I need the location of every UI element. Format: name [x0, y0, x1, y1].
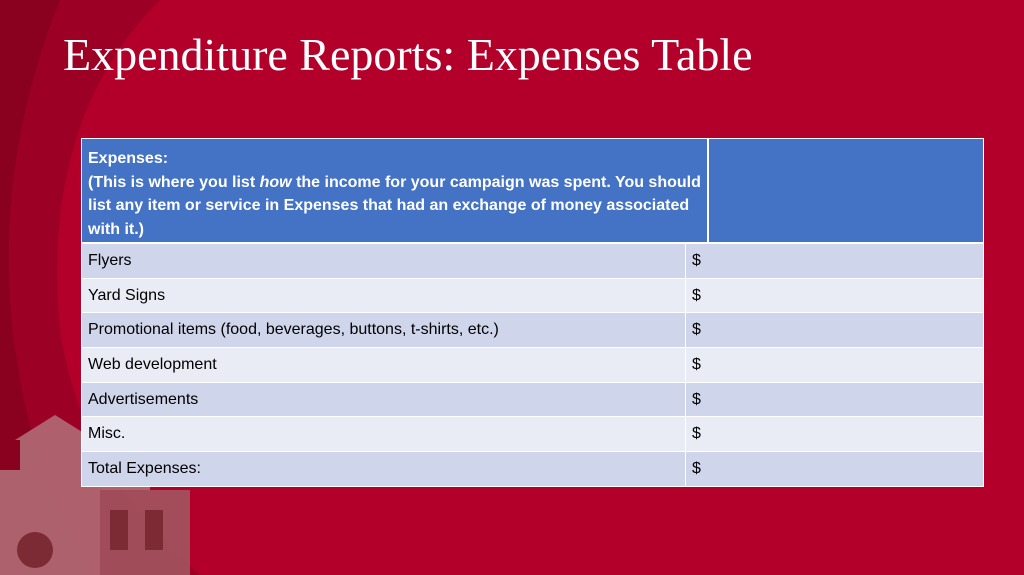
slide-title: Expenditure Reports: Expenses Table	[63, 29, 753, 80]
table-header: Expenses: (This is where you list how th…	[81, 138, 984, 243]
item-cell: Promotional items (food, beverages, butt…	[81, 312, 686, 349]
amount-cell: $	[685, 451, 984, 487]
amount-cell: $	[685, 347, 984, 383]
item-cell: Misc.	[81, 416, 686, 453]
header-cell: Expenses: (This is where you list how th…	[82, 139, 709, 242]
table-row: Flyers $	[81, 243, 984, 279]
header-label: Expenses:	[88, 150, 169, 167]
amount-cell: $	[685, 381, 984, 418]
item-cell: Web development	[81, 347, 686, 383]
table-row: Yard Signs $	[81, 277, 984, 314]
amount-cell: $	[685, 243, 984, 279]
table-row: Promotional items (food, beverages, butt…	[81, 312, 984, 349]
amount-cell: $	[685, 416, 984, 453]
amount-cell: $	[685, 277, 984, 314]
header-cell	[709, 139, 983, 242]
description-text: the income for your campaign was spent. …	[88, 173, 701, 238]
description-text: (This is where you list	[88, 173, 256, 191]
header-description: (This is where you list how the income f…	[88, 171, 701, 242]
amount-cell: $	[685, 312, 984, 349]
table-row: Advertisements $	[81, 381, 984, 418]
item-cell: Flyers	[81, 243, 686, 279]
table-row: Total Expenses: $	[81, 451, 984, 487]
expenses-table: Flyers $ Yard Signs $ Promotional items (foo…	[81, 243, 984, 487]
table-row: Web development $	[81, 347, 984, 383]
item-cell: Yard Signs	[81, 277, 686, 314]
item-cell: Advertisements	[81, 381, 686, 418]
item-cell: Total Expenses:	[81, 451, 686, 487]
table-row: Misc. $	[81, 416, 984, 453]
description-emphasis: how	[259, 173, 292, 191]
